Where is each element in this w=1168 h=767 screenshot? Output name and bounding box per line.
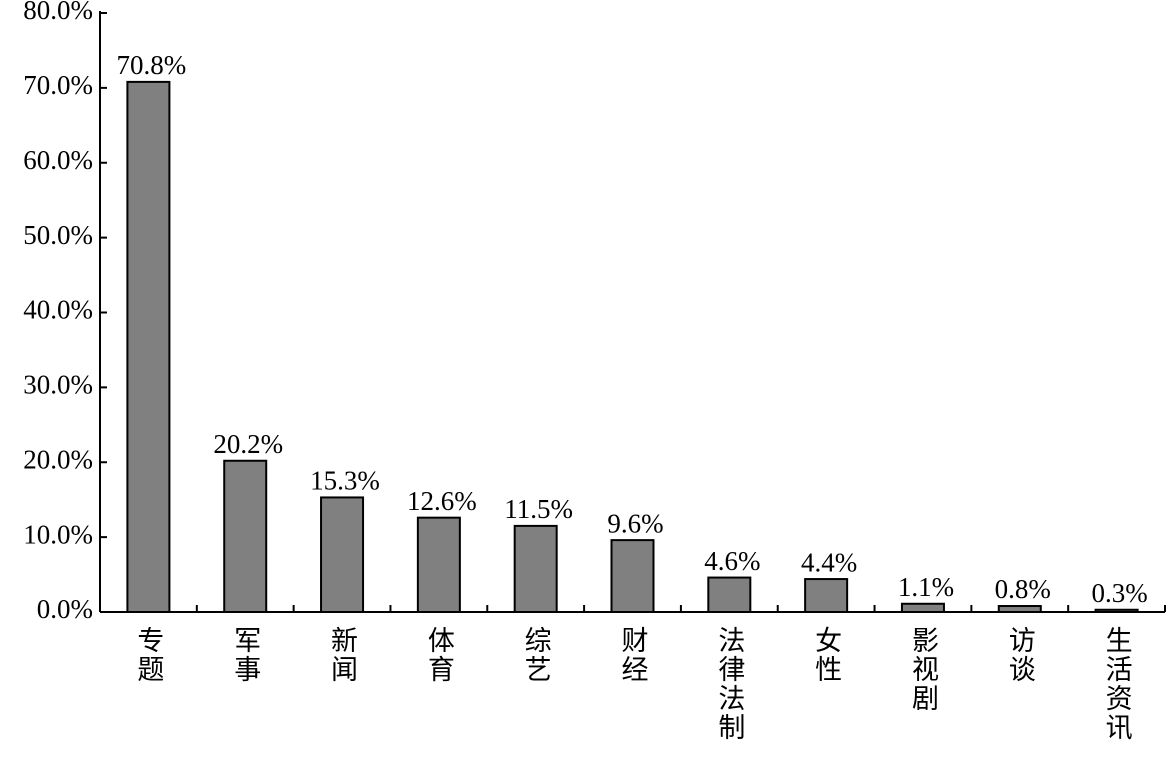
value-label: 4.6%	[704, 546, 760, 576]
x-tick-label: 体育	[424, 626, 455, 684]
x-tick-label: 专题	[133, 626, 164, 684]
x-tick-label: 财经	[618, 626, 649, 684]
bar	[1094, 608, 1139, 613]
bar	[416, 516, 461, 613]
x-tick-label: 军事	[230, 626, 260, 684]
value-label: 1.1%	[898, 572, 954, 602]
x-tick-label: 访谈	[1005, 626, 1035, 684]
y-tick-label: 50.0%	[23, 220, 93, 250]
y-tick-label: 0.0%	[37, 594, 93, 624]
value-label: 20.2%	[213, 429, 283, 459]
y-tick-label: 40.0%	[23, 295, 93, 325]
value-label: 15.3%	[310, 466, 380, 496]
value-label: 70.8%	[117, 50, 187, 80]
y-tick-label: 20.0%	[23, 444, 93, 474]
bar	[804, 578, 849, 613]
y-tick-label: 10.0%	[23, 519, 93, 549]
x-tick-label: 法律法制	[714, 626, 745, 742]
y-tick-label: 70.0%	[23, 70, 93, 100]
bar	[610, 539, 655, 613]
bar	[707, 576, 752, 613]
value-label: 12.6%	[407, 486, 477, 516]
bar	[900, 602, 945, 613]
value-label: 0.3%	[1091, 578, 1147, 608]
y-tick-label: 30.0%	[23, 370, 93, 400]
x-tick-label: 影视剧	[908, 626, 939, 713]
y-tick-label: 60.0%	[23, 145, 93, 175]
bar	[320, 496, 365, 613]
bar	[223, 459, 268, 613]
bar	[997, 605, 1042, 614]
value-label: 11.5%	[504, 494, 573, 524]
bar	[126, 80, 171, 613]
x-tick-label: 综艺	[521, 626, 551, 684]
x-tick-label: 生活资讯	[1102, 626, 1132, 742]
value-label: 0.8%	[995, 574, 1051, 604]
value-label: 4.4%	[801, 547, 857, 577]
bar	[513, 524, 558, 613]
x-tick-label: 女性	[811, 626, 842, 684]
value-label: 9.6%	[607, 508, 663, 538]
y-tick-label: 80.0%	[23, 0, 93, 25]
x-tick-label: 新闻	[327, 626, 357, 684]
